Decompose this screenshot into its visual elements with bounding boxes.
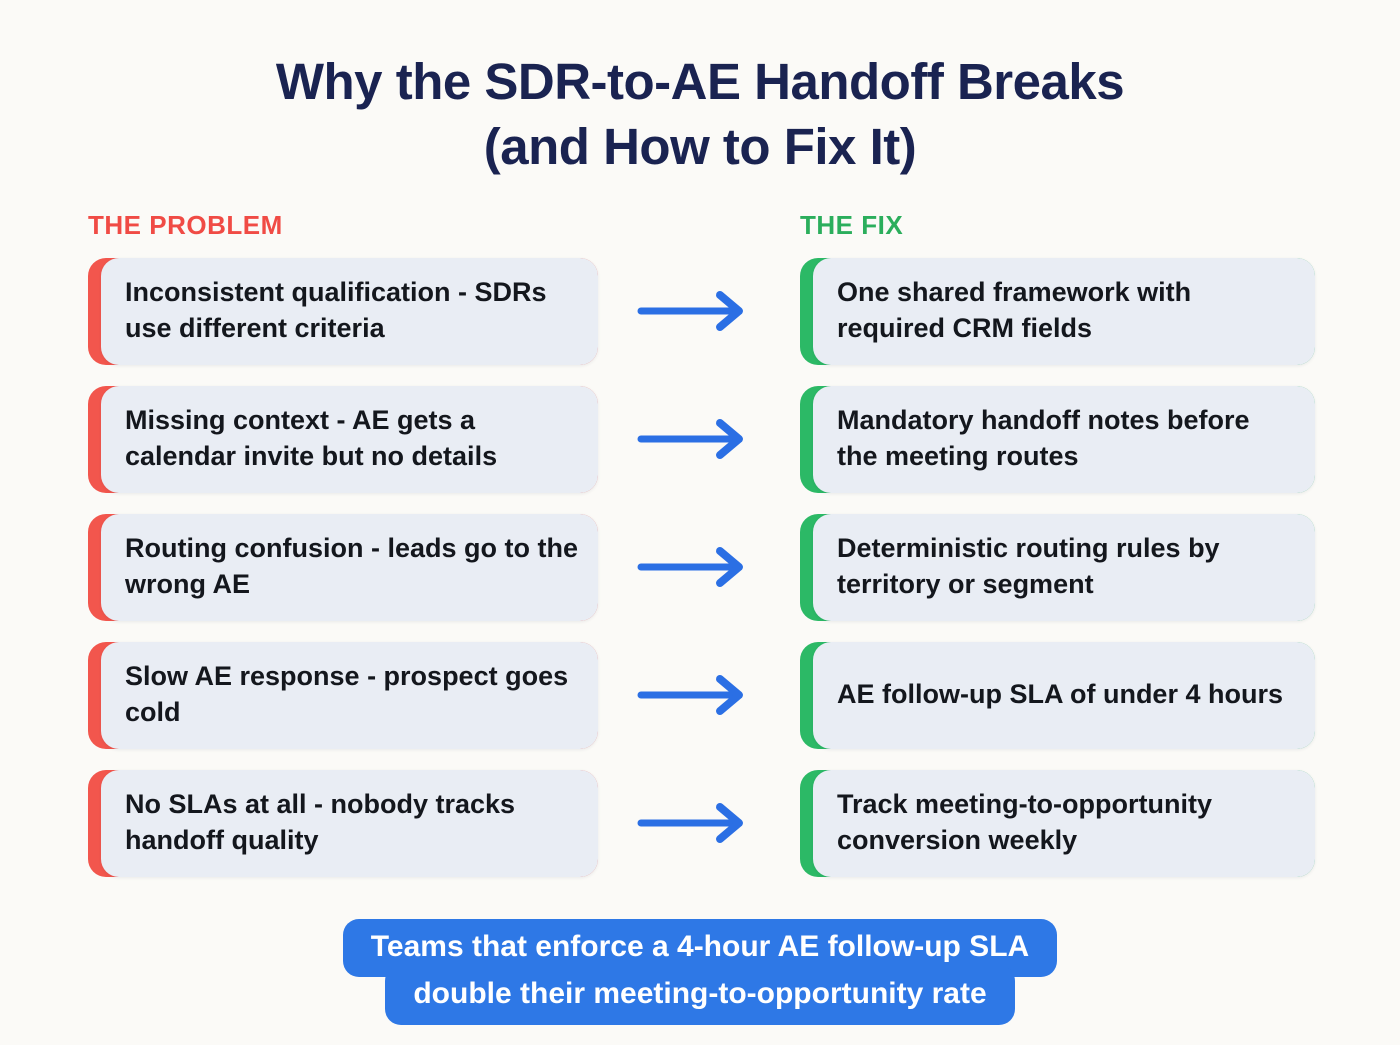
problem-card-body: Missing context - AE gets a calendar inv… xyxy=(101,385,598,493)
problem-fix-grid: THE PROBLEM THE FIX Inconsistent qualifi… xyxy=(88,210,1315,877)
arrow-right-icon xyxy=(637,419,743,460)
fix-text: One shared framework with required CRM f… xyxy=(837,277,1192,344)
problem-card: Inconsistent qualification - SDRs use di… xyxy=(88,257,598,365)
fix-card-body: Track meeting-to-opportunity conversion … xyxy=(813,769,1315,877)
problem-card: No SLAs at all - nobody tracks handoff q… xyxy=(88,769,598,877)
callout-line2: double their meeting-to-opportunity rate xyxy=(385,965,1015,1025)
fix-card: One shared framework with required CRM f… xyxy=(800,257,1315,365)
arrow-right-icon xyxy=(637,291,743,332)
fix-text: Deterministic routing rules by territory… xyxy=(837,533,1220,600)
arrow-right-icon xyxy=(637,803,743,844)
arrow-right-icon xyxy=(637,675,743,716)
problem-card-body: Slow AE response - prospect goes cold xyxy=(101,641,598,749)
problem-text: No SLAs at all - nobody tracks handoff q… xyxy=(125,789,516,856)
fix-card: AE follow-up SLA of under 4 hours xyxy=(800,641,1315,749)
fix-text: Track meeting-to-opportunity conversion … xyxy=(837,789,1213,856)
problem-card: Slow AE response - prospect goes cold xyxy=(88,641,598,749)
problem-text: Slow AE response - prospect goes cold xyxy=(125,661,569,728)
problem-text: Missing context - AE gets a calendar inv… xyxy=(125,405,498,472)
problem-card: Missing context - AE gets a calendar inv… xyxy=(88,385,598,493)
problem-card: Routing confusion - leads go to the wron… xyxy=(88,513,598,621)
fix-card: Deterministic routing rules by territory… xyxy=(800,513,1315,621)
fix-card-body: One shared framework with required CRM f… xyxy=(813,257,1315,365)
fix-card: Mandatory handoff notes before the meeti… xyxy=(800,385,1315,493)
fix-card-body: AE follow-up SLA of under 4 hours xyxy=(813,641,1315,749)
problem-card-body: Routing confusion - leads go to the wron… xyxy=(101,513,598,621)
problem-card-body: Inconsistent qualification - SDRs use di… xyxy=(101,257,598,365)
arrow-cell xyxy=(598,514,800,621)
problem-column-label: THE PROBLEM xyxy=(88,209,283,240)
page-title: Why the SDR-to-AE Handoff Breaks (and Ho… xyxy=(0,0,1400,180)
fix-card: Track meeting-to-opportunity conversion … xyxy=(800,769,1315,877)
label-spacer xyxy=(598,210,800,237)
fix-card-body: Mandatory handoff notes before the meeti… xyxy=(813,385,1315,493)
problem-text: Routing confusion - leads go to the wron… xyxy=(125,533,578,600)
arrow-right-icon xyxy=(637,547,743,588)
fix-card-body: Deterministic routing rules by territory… xyxy=(813,513,1315,621)
fix-text: Mandatory handoff notes before the meeti… xyxy=(837,405,1250,472)
fix-column-label: THE FIX xyxy=(800,209,904,240)
page-title-line2: (and How to Fix It) xyxy=(483,117,917,175)
arrow-cell xyxy=(598,258,800,365)
arrow-cell xyxy=(598,386,800,493)
callout-banner: Teams that enforce a 4-hour AE follow-up… xyxy=(0,918,1400,1025)
arrow-cell xyxy=(598,642,800,749)
page-title-line1: Why the SDR-to-AE Handoff Breaks xyxy=(275,53,1125,110)
arrow-cell xyxy=(598,770,800,877)
problem-text: Inconsistent qualification - SDRs use di… xyxy=(125,277,547,344)
fix-text: AE follow-up SLA of under 4 hours xyxy=(837,679,1283,710)
problem-card-body: No SLAs at all - nobody tracks handoff q… xyxy=(101,769,598,877)
